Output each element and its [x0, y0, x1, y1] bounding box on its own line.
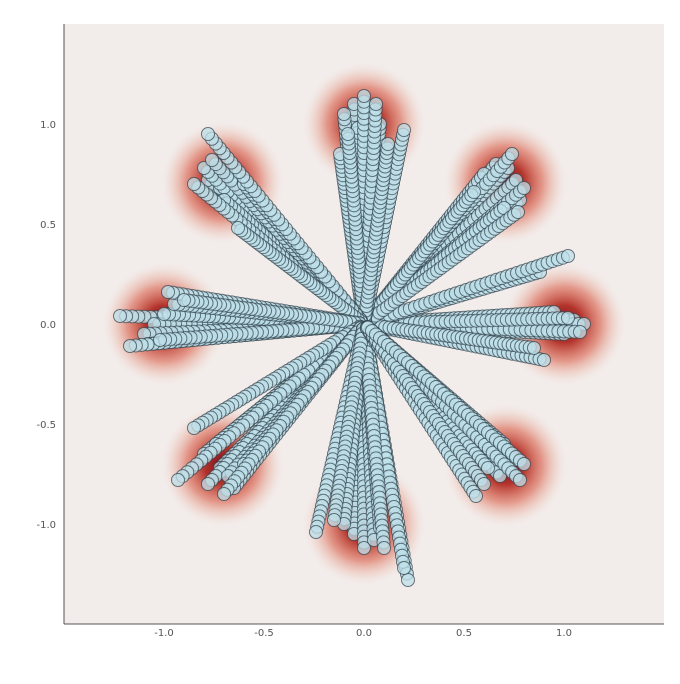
trajectory-point	[381, 137, 395, 151]
x-tick-label: -1.0	[154, 628, 174, 639]
y-tick-label: -0.5	[36, 420, 56, 431]
y-tick-label: -1.0	[36, 520, 56, 531]
trajectory-point	[513, 473, 527, 487]
trajectory-point	[123, 339, 137, 353]
trajectory-point	[537, 353, 551, 367]
x-tick-labels: -1.0 -0.5 0.0 0.5 1.0	[154, 628, 572, 639]
trajectory-point	[341, 127, 355, 141]
trajectory-point	[517, 457, 531, 471]
trajectory-point	[153, 333, 167, 347]
trajectory-point	[505, 147, 519, 161]
trajectory-point	[401, 573, 415, 587]
y-tick-label: 0.5	[40, 220, 56, 231]
trajectory-point	[217, 487, 231, 501]
trajectory-point	[205, 153, 219, 167]
trajectory-point	[171, 473, 185, 487]
trajectory-point	[397, 123, 411, 137]
trajectory-31	[357, 137, 395, 327]
x-tick-label: 1.0	[556, 628, 572, 639]
trajectory-point	[201, 127, 215, 141]
trajectory-point	[177, 293, 191, 307]
trajectory-19	[360, 205, 525, 329]
trajectory-point	[511, 205, 525, 219]
trajectory-point	[561, 249, 575, 263]
trajectory-point	[231, 221, 245, 235]
trajectory-point	[357, 89, 371, 103]
trajectory-point	[309, 525, 323, 539]
trajectory-point	[327, 513, 341, 527]
x-tick-label: 0.0	[356, 628, 372, 639]
trajectory-point	[161, 285, 175, 299]
y-tick-label: 1.0	[40, 120, 56, 131]
trajectory-point	[477, 477, 491, 491]
trajectory-point	[187, 177, 201, 191]
trajectory-point	[337, 107, 351, 121]
trajectory-point	[201, 477, 215, 491]
trajectory-point	[467, 185, 481, 199]
trajectory-point	[187, 421, 201, 435]
trajectory-point	[157, 307, 171, 321]
y-tick-label: 0.0	[40, 320, 56, 331]
trajectory-point	[369, 97, 383, 111]
x-tick-label: 0.5	[456, 628, 472, 639]
trajectory-point	[469, 489, 483, 503]
trajectory-point	[527, 341, 541, 355]
x-tick-label: -0.5	[254, 628, 274, 639]
trajectory-point	[561, 311, 575, 325]
trajectory-point	[113, 309, 127, 323]
trajectory-point	[377, 541, 391, 555]
trajectory-point	[573, 325, 587, 339]
trajectory-5	[362, 311, 575, 331]
trajectory-points	[113, 89, 591, 587]
y-tick-labels: 1.0 0.5 0.0 -0.5 -1.0	[36, 120, 56, 531]
trajectory-point	[517, 181, 531, 195]
trajectory-point	[397, 561, 411, 575]
